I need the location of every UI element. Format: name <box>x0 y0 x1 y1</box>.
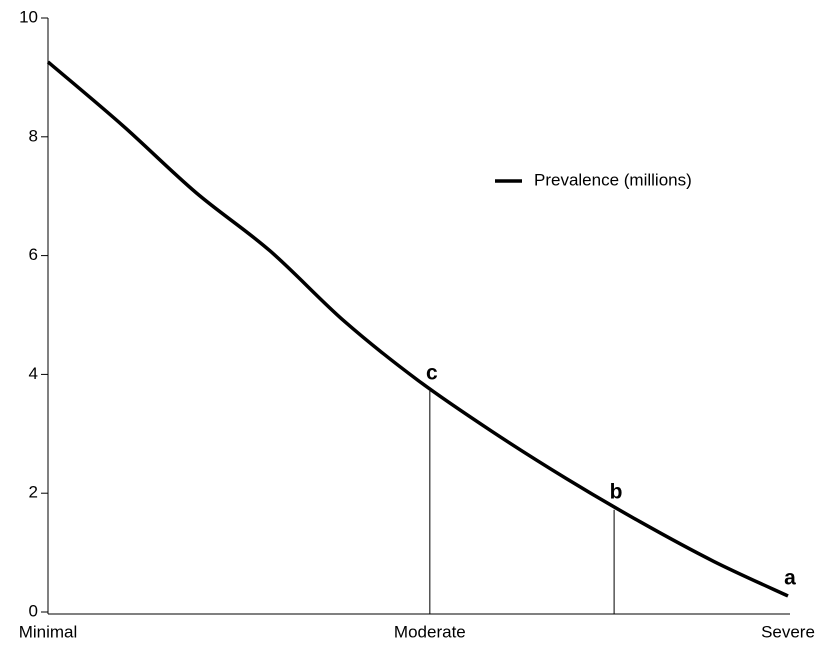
x-tick-label: Minimal <box>19 622 78 641</box>
y-tick-label: 4 <box>29 364 38 383</box>
x-tick-label: Moderate <box>394 622 466 641</box>
y-tick-label: 2 <box>29 483 38 502</box>
annotation: b <box>610 480 623 503</box>
y-tick-label: 10 <box>19 7 38 26</box>
annotation: c <box>426 362 438 385</box>
y-tick-label: 8 <box>29 126 38 145</box>
y-tick-label: 0 <box>29 601 38 620</box>
y-tick-label: 6 <box>29 245 38 264</box>
series-line <box>46 60 789 598</box>
x-tick-label: Severe <box>761 622 815 641</box>
annotation: a <box>784 567 796 590</box>
legend-label: Prevalence (millions) <box>534 170 692 189</box>
